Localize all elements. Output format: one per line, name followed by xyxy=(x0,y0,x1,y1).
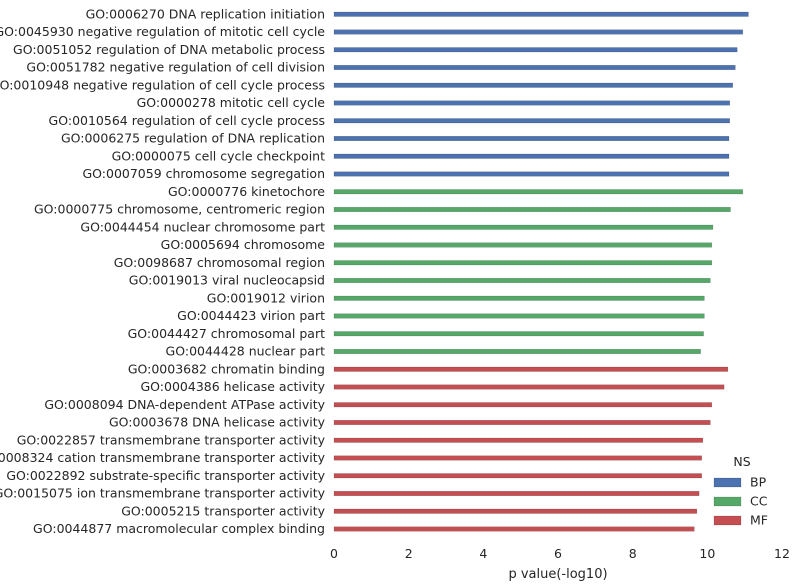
bar-bp xyxy=(333,65,736,70)
y-tick-label: GO:0051782 negative regulation of cell d… xyxy=(26,60,325,75)
x-tick-label: 0 xyxy=(330,546,338,561)
bar-bp xyxy=(333,100,730,106)
y-tick-label: GO:0044877 macromolecular complex bindin… xyxy=(33,521,325,536)
x-tick-label: 6 xyxy=(554,546,562,561)
bar-bp xyxy=(333,171,730,177)
y-tick-label: GO:0000075 cell cycle checkpoint xyxy=(112,148,325,163)
bar-mf xyxy=(333,491,700,496)
bar-mf xyxy=(333,473,702,479)
y-tick-label: GO:0006270 DNA replication initiation xyxy=(86,6,325,21)
y-tick-label: GO:0015075 ion transmembrane transporter… xyxy=(0,486,326,501)
y-tick-label: GO:0006275 regulation of DNA replication xyxy=(61,131,325,146)
bar-cc xyxy=(333,189,744,195)
bar-cc xyxy=(333,207,731,212)
y-tick-label: GO:0044423 virion part xyxy=(177,308,325,323)
y-tick-label: GO:0098687 chromosomal region xyxy=(114,255,325,270)
y-tick-label: GO:0044454 nuclear chromosome part xyxy=(80,219,325,234)
y-tick-label: GO:0008324 cation transmembrane transpor… xyxy=(0,450,326,465)
bar-cc xyxy=(333,331,704,337)
x-tick-label: 10 xyxy=(699,546,715,561)
y-tick-label: GO:0004386 helicase activity xyxy=(140,379,325,394)
y-tick-label: GO:0044428 nuclear part xyxy=(166,344,326,359)
bar-bp xyxy=(333,11,749,17)
bar-cc xyxy=(333,295,705,301)
y-tick-label: GO:0003678 DNA helicase activity xyxy=(109,415,326,430)
y-tick-label: GO:0000775 chromosome, centromeric regio… xyxy=(34,202,325,217)
bar-mf xyxy=(333,384,725,390)
bar-cc xyxy=(333,260,713,266)
y-tick-label: GO:0044427 chromosomal part xyxy=(128,326,325,341)
legend-label-cc: CC xyxy=(750,494,768,509)
y-tick-label: GO:0010948 negative regulation of cell c… xyxy=(0,77,325,92)
y-tick-label: GO:0008094 DNA-dependent ATPase activity xyxy=(44,397,325,412)
bar-mf xyxy=(333,366,729,372)
legend-swatch-bp xyxy=(713,477,742,488)
bar-mf xyxy=(333,420,711,425)
bar-cc xyxy=(333,242,713,248)
y-tick-label: GO:0019013 viral nucleocapsid xyxy=(129,273,325,288)
y-tick-label: GO:0005694 chromosome xyxy=(161,237,326,252)
legend-label-mf: MF xyxy=(750,513,768,528)
y-tick-label: GO:0051052 regulation of DNA metabolic p… xyxy=(13,42,325,57)
bar-mf xyxy=(333,402,713,408)
bar-bp xyxy=(333,153,730,159)
bar-bp xyxy=(333,82,733,88)
bar-cc xyxy=(333,224,714,230)
legend-swatch-cc xyxy=(713,496,742,507)
y-tick-label: GO:0045930 negative regulation of mitoti… xyxy=(0,24,325,39)
y-tick-label: GO:0000278 mitotic cell cycle xyxy=(137,95,326,110)
x-tick-label: 8 xyxy=(629,546,637,561)
y-tick-label: GO:0022892 substrate-specific transporte… xyxy=(6,468,325,483)
x-tick-label: 12 xyxy=(774,546,790,561)
legend-label-bp: BP xyxy=(750,475,767,490)
bar-bp xyxy=(333,118,730,124)
legend-swatch-mf xyxy=(713,515,742,526)
x-axis: 0 2 4 6 8 10 12 xyxy=(330,546,790,561)
y-tick-label: GO:0000776 kinetochore xyxy=(168,184,325,199)
y-tick-label: GO:0022857 transmembrane transporter act… xyxy=(17,432,326,447)
y-tick-label: GO:0010564 regulation of cell cycle proc… xyxy=(49,113,325,128)
x-tick-label: 2 xyxy=(405,546,413,561)
bar-bp xyxy=(333,47,738,53)
y-tick-label: GO:0005215 transporter activity xyxy=(121,503,325,518)
bar-cc xyxy=(333,313,705,319)
bar-cc xyxy=(333,349,701,354)
y-tick-label: GO:0007059 chromosome segregation xyxy=(82,166,325,181)
bar-cc xyxy=(333,278,711,283)
bar-bp xyxy=(333,136,730,141)
bar-mf xyxy=(333,508,698,514)
bar-bp xyxy=(333,29,744,35)
y-tick-label: GO:0003682 chromatin binding xyxy=(128,361,325,376)
y-tick-label: GO:0019012 virion xyxy=(207,290,325,305)
bar-mf xyxy=(333,437,704,443)
x-tick-label: 4 xyxy=(479,546,487,561)
bar-mf xyxy=(333,455,702,461)
legend-title: NS xyxy=(733,454,750,469)
x-axis-title: p value(-log10) xyxy=(508,567,607,582)
bars-layer xyxy=(333,11,749,532)
y-tick-labels: GO:0006270 DNA replication initiation GO:… xyxy=(0,6,326,536)
bar-mf xyxy=(333,526,695,532)
